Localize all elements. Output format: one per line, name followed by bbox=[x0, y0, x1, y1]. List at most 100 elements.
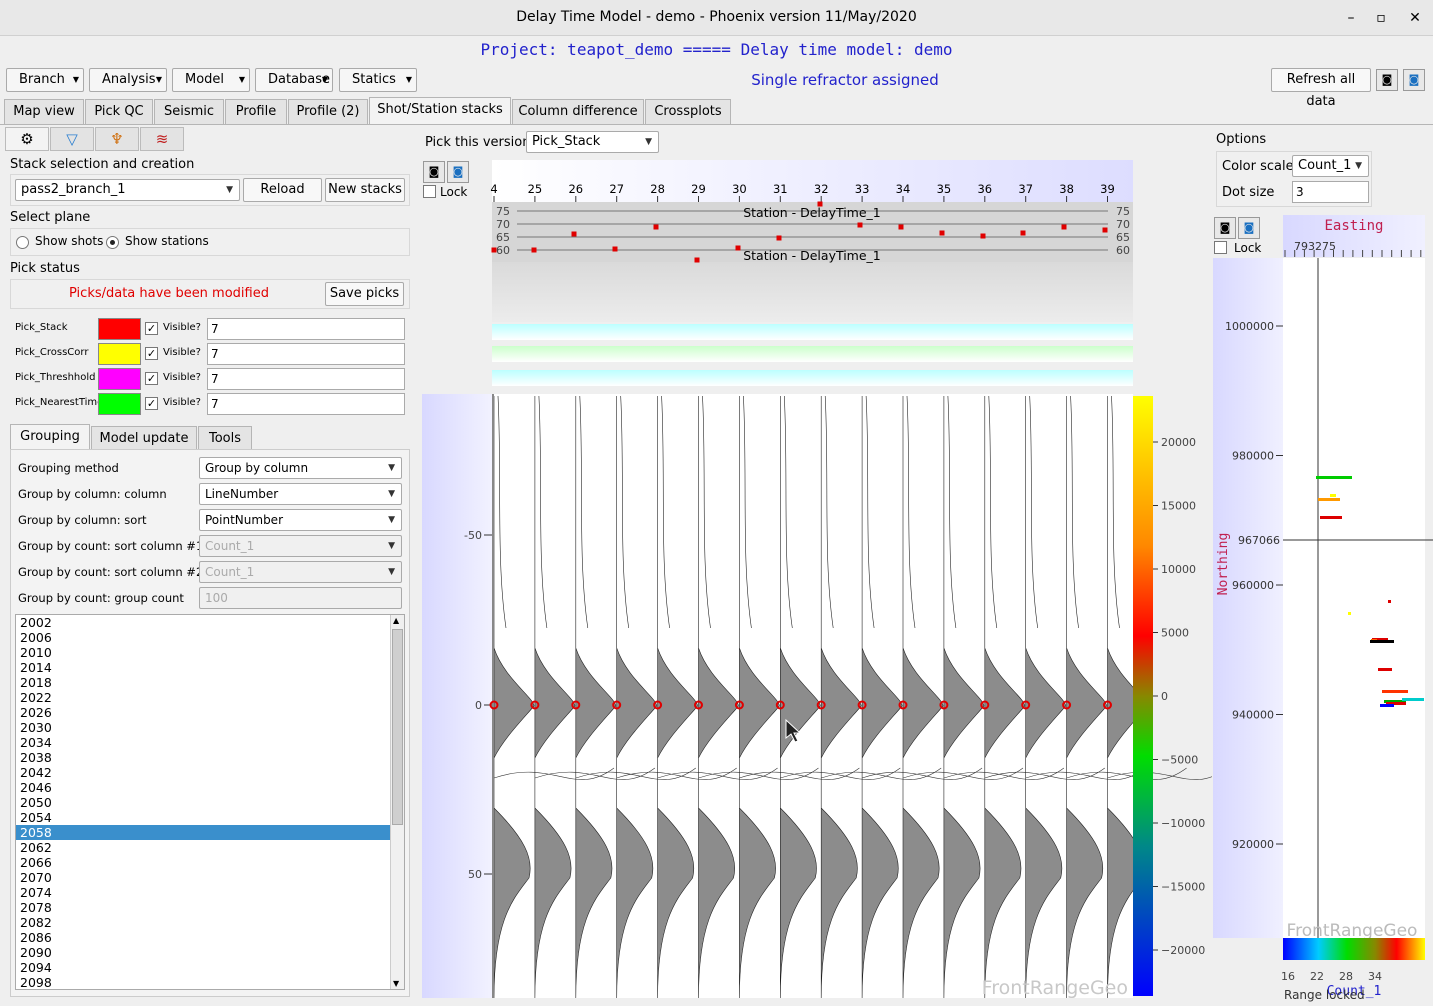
map-plot[interactable]: Easting 793275 1000000 980000 960000 940000… bbox=[1212, 214, 1433, 1002]
close-icon[interactable]: ✕ bbox=[1409, 10, 1421, 26]
pick-marker[interactable] bbox=[530, 700, 540, 710]
tab-pick-qc[interactable]: Pick QC bbox=[85, 99, 153, 124]
list-item[interactable]: 2054 bbox=[20, 810, 52, 825]
lock-checkbox[interactable] bbox=[423, 185, 436, 198]
pick-marker[interactable] bbox=[1021, 700, 1031, 710]
list-item[interactable]: 2062 bbox=[20, 840, 52, 855]
tab-shot-station-stacks[interactable]: Shot/Station stacks bbox=[369, 97, 511, 125]
map-lock-checkbox[interactable] bbox=[1214, 241, 1227, 254]
new-stacks-button[interactable]: New stacks bbox=[325, 178, 405, 202]
pick-marker[interactable] bbox=[816, 700, 826, 710]
menu-branch[interactable]: Branch ▼ bbox=[6, 68, 84, 92]
menu-database[interactable]: Database ▼ bbox=[255, 68, 333, 92]
list-item[interactable]: 2050 bbox=[20, 795, 52, 810]
camera-icon[interactable]: ◙ bbox=[423, 161, 445, 183]
list-item[interactable]: 2038 bbox=[20, 750, 52, 765]
tab-map-view[interactable]: Map view bbox=[4, 99, 84, 124]
pick-value-input[interactable]: 7 bbox=[207, 393, 405, 415]
tab-profile-2[interactable]: Profile (2) bbox=[288, 99, 368, 124]
list-item[interactable]: 2094 bbox=[20, 960, 52, 975]
list-item[interactable]: 2042 bbox=[20, 765, 52, 780]
grouping-combo[interactable]: LineNumber ▼ bbox=[199, 483, 402, 505]
menu-model[interactable]: Model ▼ bbox=[172, 68, 250, 92]
subtab-grouping[interactable]: Grouping bbox=[10, 424, 90, 450]
stack-combo[interactable]: pass2_branch_1 ▼ bbox=[15, 179, 240, 201]
pick-visible-checkbox[interactable]: ✓ bbox=[145, 322, 158, 335]
pick-marker[interactable] bbox=[489, 700, 499, 710]
minimize-icon[interactable]: – bbox=[1347, 10, 1355, 26]
pick-marker[interactable] bbox=[980, 700, 990, 710]
pick-version-combo[interactable]: Pick_Stack ▼ bbox=[526, 131, 659, 153]
list-item[interactable]: 2034 bbox=[20, 735, 52, 750]
list-item[interactable]: 2022 bbox=[20, 690, 52, 705]
pick-marker[interactable] bbox=[734, 700, 744, 710]
pick-visible-checkbox[interactable]: ✓ bbox=[145, 397, 158, 410]
list-item[interactable]: 2018 bbox=[20, 675, 52, 690]
camera-icon[interactable]: ◙ bbox=[1376, 69, 1398, 91]
show-stations-radio[interactable] bbox=[106, 236, 119, 249]
camera-blue-icon[interactable]: ◙ bbox=[1238, 217, 1260, 239]
list-item[interactable]: 2090 bbox=[20, 945, 52, 960]
dot-size-input[interactable]: 3 bbox=[1292, 181, 1369, 203]
camera-blue-icon[interactable]: ◙ bbox=[1403, 69, 1425, 91]
list-item[interactable]: 2058 bbox=[16, 825, 404, 840]
grouping-combo[interactable]: Group by column ▼ bbox=[199, 457, 402, 479]
pick-visible-checkbox[interactable]: ✓ bbox=[145, 347, 158, 360]
list-item[interactable]: 2010 bbox=[20, 645, 52, 660]
pick-marker[interactable] bbox=[775, 700, 785, 710]
pick-value-input[interactable]: 7 bbox=[207, 318, 405, 340]
pick-marker[interactable] bbox=[1103, 700, 1112, 710]
list-item[interactable]: 2026 bbox=[20, 705, 52, 720]
pick-marker[interactable] bbox=[1062, 700, 1072, 710]
traces-icon[interactable]: ≋ bbox=[140, 127, 184, 151]
reload-button[interactable]: Reload bbox=[243, 178, 322, 202]
pick-marker[interactable] bbox=[571, 700, 581, 710]
color-scale-combo[interactable]: Count_1 ▼ bbox=[1292, 155, 1369, 177]
pick-color-swatch[interactable] bbox=[98, 368, 141, 390]
list-item[interactable]: 2070 bbox=[20, 870, 52, 885]
subtab-tools[interactable]: Tools bbox=[198, 426, 252, 451]
pick-value-input[interactable]: 7 bbox=[207, 368, 405, 390]
tab-crossplots[interactable]: Crossplots bbox=[645, 99, 731, 124]
scroll-up-icon[interactable]: ▲ bbox=[393, 616, 400, 625]
list-scrollbar[interactable]: ▲ ▼ bbox=[390, 615, 404, 989]
tab-seismic[interactable]: Seismic bbox=[154, 99, 224, 124]
list-item[interactable]: 2002 bbox=[20, 615, 52, 630]
pick-marker[interactable] bbox=[857, 700, 867, 710]
pick-marker[interactable] bbox=[612, 700, 622, 710]
group-list[interactable]: 2002 2006 2010 2014 2018 2022 2026 2030 2034 2038… bbox=[15, 614, 405, 990]
menu-analysis[interactable]: Analysis ▼ bbox=[89, 68, 167, 92]
list-item[interactable]: 2006 bbox=[20, 630, 52, 645]
scroll-thumb[interactable] bbox=[392, 629, 403, 825]
camera-icon[interactable]: ◙ bbox=[1214, 217, 1236, 239]
pick-marker[interactable] bbox=[939, 700, 949, 710]
grouping-combo[interactable]: PointNumber ▼ bbox=[199, 509, 402, 531]
list-item[interactable]: 2066 bbox=[20, 855, 52, 870]
pick-marker[interactable] bbox=[694, 700, 703, 710]
pick-marker[interactable] bbox=[898, 700, 908, 710]
tab-column-difference[interactable]: Column difference bbox=[512, 99, 644, 124]
subtab-model-update[interactable]: Model update bbox=[91, 426, 197, 451]
list-item[interactable]: 2086 bbox=[20, 930, 52, 945]
list-item[interactable]: 2046 bbox=[20, 780, 52, 795]
pick-icon[interactable]: ♆ bbox=[95, 127, 139, 151]
scroll-down-icon[interactable]: ▼ bbox=[393, 979, 400, 988]
show-shots-radio[interactable] bbox=[16, 236, 29, 249]
pick-color-swatch[interactable] bbox=[98, 343, 141, 365]
gear-icon[interactable]: ⚙ bbox=[5, 127, 49, 151]
save-picks-button[interactable]: Save picks bbox=[325, 282, 404, 306]
maximize-icon[interactable]: ▫ bbox=[1376, 10, 1386, 26]
list-item[interactable]: 2082 bbox=[20, 915, 52, 930]
menu-statics[interactable]: Statics ▼ bbox=[339, 68, 417, 92]
filter-icon[interactable]: ▽ bbox=[50, 127, 94, 151]
list-item[interactable]: 2098 bbox=[20, 975, 52, 990]
list-item[interactable]: 2078 bbox=[20, 900, 52, 915]
list-item[interactable]: 2014 bbox=[20, 660, 52, 675]
refresh-all-button[interactable]: Refresh all data bbox=[1271, 68, 1371, 109]
pick-visible-checkbox[interactable]: ✓ bbox=[145, 372, 158, 385]
pick-color-swatch[interactable] bbox=[98, 318, 141, 340]
list-item[interactable]: 2030 bbox=[20, 720, 52, 735]
tab-profile[interactable]: Profile bbox=[225, 99, 287, 124]
list-item[interactable]: 2074 bbox=[20, 885, 52, 900]
